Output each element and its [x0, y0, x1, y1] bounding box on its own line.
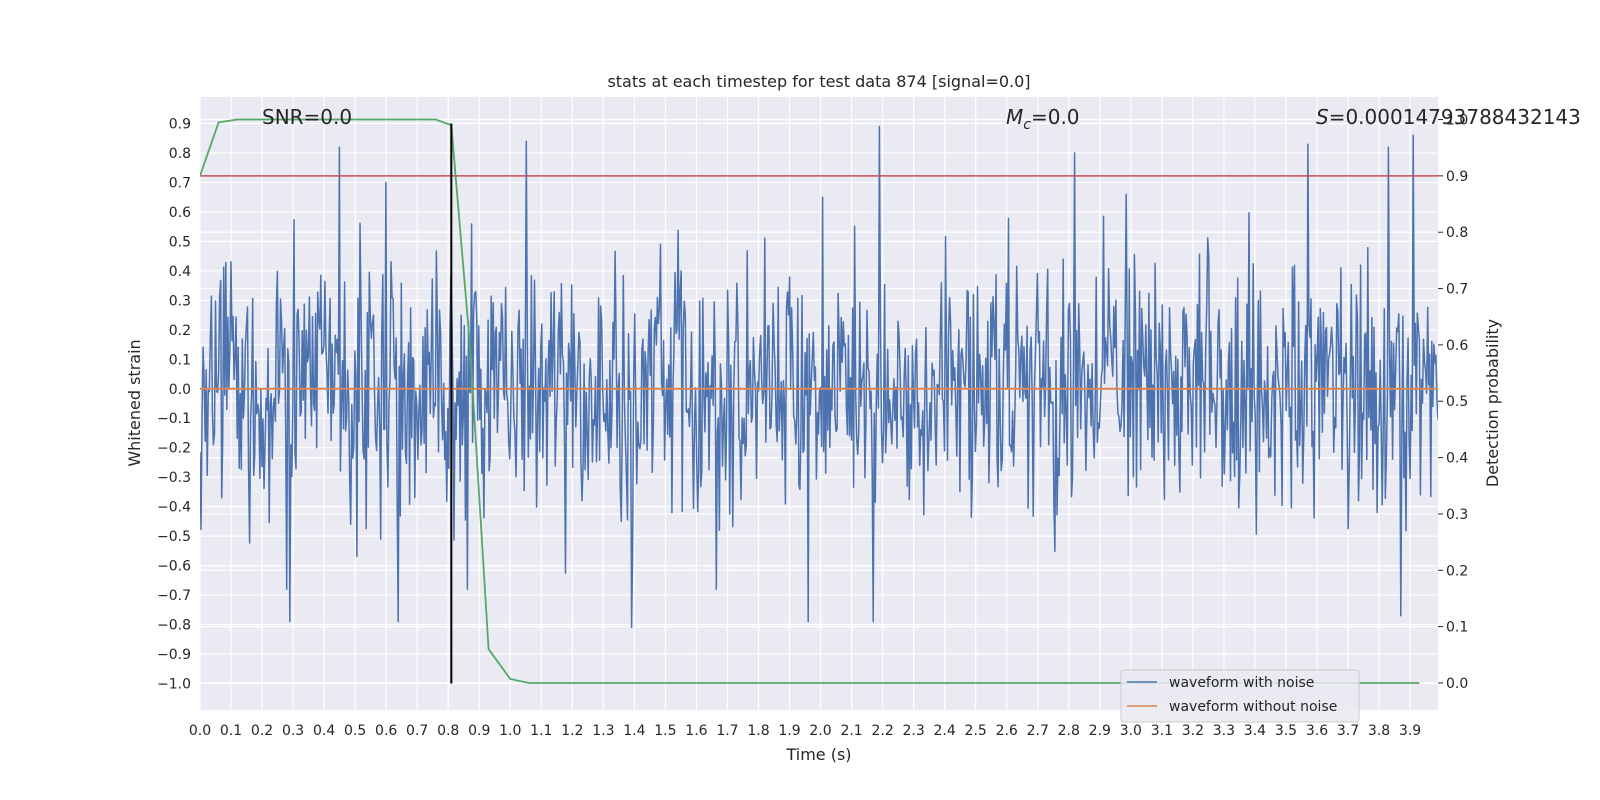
x-tick-label: 2.8 — [1058, 723, 1080, 739]
x-tick-label: 3.9 — [1399, 723, 1421, 739]
y-tick-label-left: 0.8 — [169, 146, 191, 162]
y-tick-label-right: 0.7 — [1446, 282, 1468, 298]
chart-title: stats at each timestep for test data 874… — [607, 72, 1030, 91]
y-tick-label-left: 0.0 — [169, 382, 191, 398]
y-tick-label-left: −0.4 — [157, 500, 191, 516]
x-tick-label: 1.5 — [654, 723, 676, 739]
x-tick-label: 0.1 — [220, 723, 242, 739]
x-tick-label: 0.6 — [375, 723, 397, 739]
x-tick-label: 3.5 — [1275, 723, 1297, 739]
x-tick-label: 1.9 — [778, 723, 800, 739]
y-tick-label-right: 0.9 — [1446, 169, 1468, 185]
x-tick-label: 2.0 — [809, 723, 831, 739]
y-tick-label-right: 0.3 — [1446, 507, 1468, 523]
x-tick-label: 1.2 — [561, 723, 583, 739]
series-waveform-with-noise — [200, 125, 1438, 629]
x-tick-label: 1.8 — [747, 723, 769, 739]
x-tick-label: 1.4 — [623, 723, 645, 739]
x-tick-label: 2.4 — [934, 723, 956, 739]
y-tick-label-left: 0.9 — [169, 117, 191, 133]
x-tick-label: 2.2 — [871, 723, 893, 739]
y-tick-label-right: 0.1 — [1446, 620, 1468, 636]
annotation-mc-subscript: c — [1023, 117, 1031, 133]
x-tick-label: 2.9 — [1089, 723, 1111, 739]
x-tick-label: 1.3 — [592, 723, 614, 739]
y-tick-label-right: 0.2 — [1446, 563, 1468, 579]
x-tick-label: 0.0 — [189, 723, 211, 739]
x-tick-labels: 0.0 0.1 0.2 0.3 0.4 0.5 0.6 0.7 0.8 0.9 1.0 1.1 1.2 1… — [189, 723, 1421, 739]
annotation-s-value: =0.00014793788432143 — [1329, 105, 1581, 129]
x-tick-label: 2.6 — [996, 723, 1018, 739]
x-tick-label: 1.1 — [530, 723, 552, 739]
y-tick-label-left: −0.5 — [157, 529, 191, 545]
y-tick-label-right: 0.4 — [1446, 451, 1468, 467]
x-tick-label: 1.6 — [685, 723, 707, 739]
y-tick-label-left: −0.1 — [157, 411, 191, 427]
x-tick-label: 1.0 — [499, 723, 521, 739]
y-axis-label-right: Detection probability — [1483, 319, 1502, 487]
y-tick-label-left: 0.6 — [169, 205, 191, 221]
y-tick-label-left: 0.5 — [169, 234, 191, 250]
x-tick-label: 3.2 — [1182, 723, 1204, 739]
y-tick-label-right: 0.6 — [1446, 338, 1468, 354]
y-tick-label-right: 0.8 — [1446, 225, 1468, 241]
y-tick-label-left: 0.7 — [169, 175, 191, 191]
x-tick-label: 2.5 — [965, 723, 987, 739]
x-tick-label: 2.1 — [840, 723, 862, 739]
y-tick-label-right: 0.5 — [1446, 394, 1468, 410]
y-tick-label-left: −0.7 — [157, 588, 191, 604]
y-tick-label-left: −1.0 — [157, 676, 191, 692]
y-tick-label-left: −0.8 — [157, 618, 191, 634]
x-tick-label: 3.7 — [1337, 723, 1359, 739]
legend-label-without-noise: waveform without noise — [1169, 699, 1337, 715]
y-tick-label-left: −0.3 — [157, 470, 191, 486]
x-tick-label: 3.3 — [1213, 723, 1235, 739]
legend-box — [1120, 669, 1360, 723]
annotation-snr: SNR=0.0 — [262, 105, 352, 129]
y-tick-labels-left: 0.9 0.8 0.7 0.6 0.5 0.4 0.3 0.2 0.1 0.0 −0.1 −0.2 −0… — [157, 117, 191, 693]
annotation-mc: Mc=0.0 — [1006, 105, 1080, 133]
x-tick-label: 0.9 — [468, 723, 490, 739]
waveform-with-noise-line — [200, 125, 1438, 629]
x-tick-label: 2.3 — [903, 723, 925, 739]
x-tick-label: 3.0 — [1120, 723, 1142, 739]
y-tick-label-left: −0.2 — [157, 441, 191, 457]
y-tick-label-left: 0.2 — [169, 323, 191, 339]
y-tick-label-left: 0.3 — [169, 293, 191, 309]
x-axis-label: Time (s) — [785, 745, 851, 764]
x-tick-label: 0.7 — [406, 723, 428, 739]
y-axis-label-left: Whitened strain — [125, 339, 144, 466]
y-tick-labels-right: 1.0 0.9 0.8 0.7 0.6 0.5 0.4 0.3 0.2 0.1 0.0 — [1446, 113, 1468, 692]
x-tick-label: 0.5 — [344, 723, 366, 739]
y-tick-label-left: −0.6 — [157, 559, 191, 575]
x-tick-label: 0.3 — [282, 723, 304, 739]
legend: waveform with noise waveform without noi… — [1120, 669, 1360, 723]
annotation-s: S=0.00014793788432143 — [1316, 105, 1581, 129]
annotation-mc-symbol: M — [1006, 105, 1023, 129]
y-tick-label-left: 0.4 — [169, 264, 191, 280]
x-tick-label: 3.8 — [1368, 723, 1390, 739]
y-tick-label-left: −0.9 — [157, 647, 191, 663]
y-tick-label-right: 0.0 — [1446, 676, 1468, 692]
annotation-s-symbol: S — [1316, 105, 1329, 129]
annotation-mc-value: =0.0 — [1031, 105, 1080, 129]
legend-label-with-noise: waveform with noise — [1169, 675, 1314, 691]
x-tick-label: 0.8 — [437, 723, 459, 739]
y-tick-label-right: 1.0 — [1446, 113, 1468, 129]
grid-y — [200, 122, 1438, 685]
y-tick-label-left: 0.1 — [169, 352, 191, 368]
x-tick-label: 3.1 — [1151, 723, 1173, 739]
x-tick-label: 0.2 — [251, 723, 273, 739]
x-tick-label: 2.7 — [1027, 723, 1049, 739]
x-tick-label: 1.7 — [716, 723, 738, 739]
x-tick-label: 3.4 — [1244, 723, 1266, 739]
x-tick-label: 0.4 — [313, 723, 335, 739]
x-tick-label: 3.6 — [1306, 723, 1328, 739]
